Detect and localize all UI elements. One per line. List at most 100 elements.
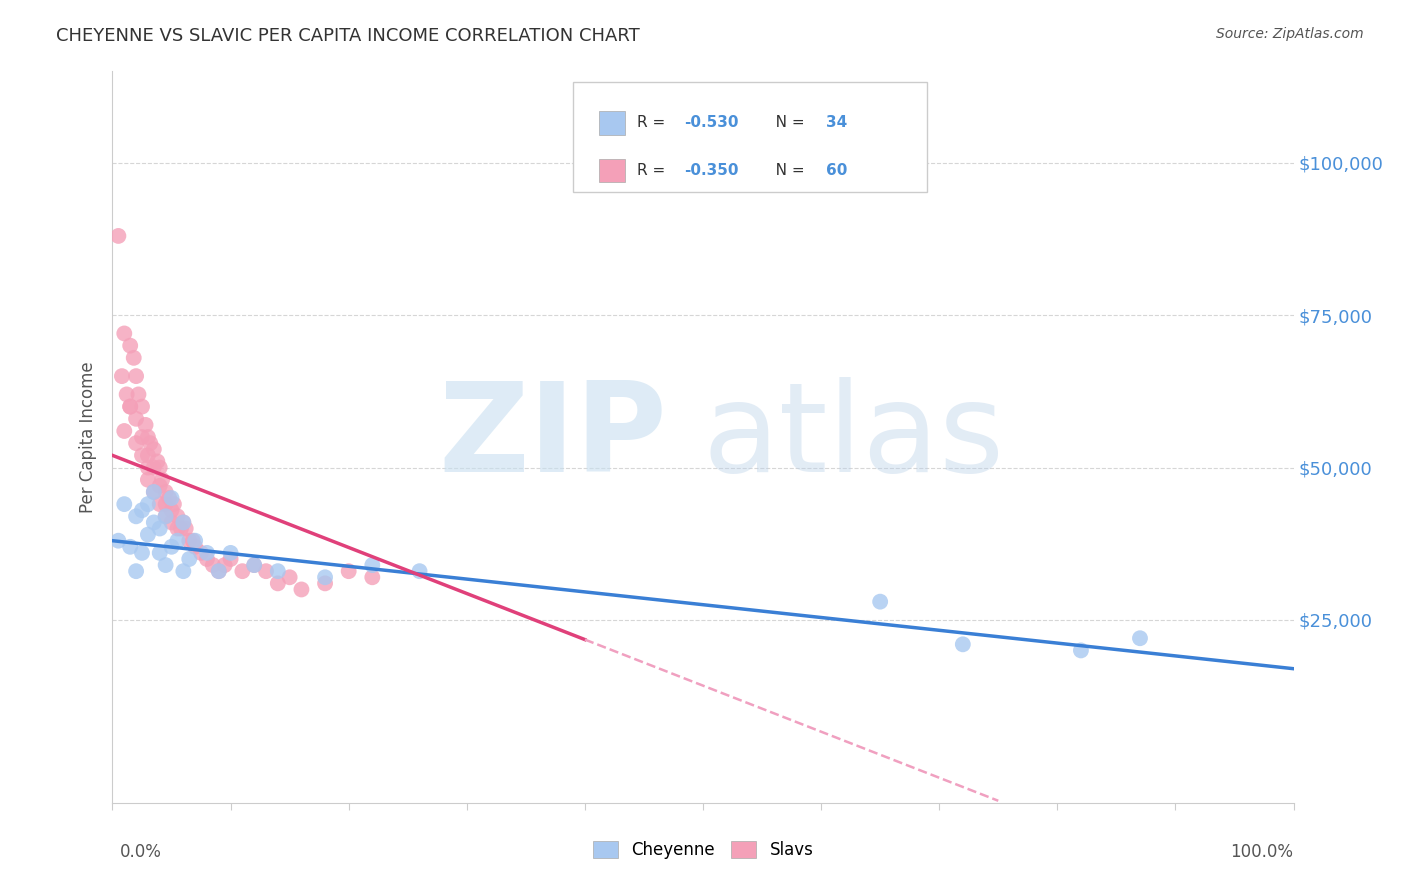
Point <box>136 430 159 444</box>
Point <box>195 546 218 560</box>
Point <box>131 400 153 414</box>
Point <box>1070 643 1092 657</box>
Point <box>155 558 177 573</box>
Point <box>127 387 149 401</box>
Point <box>166 509 188 524</box>
Point <box>155 497 177 511</box>
Text: N =: N = <box>761 115 810 130</box>
Point <box>172 564 194 578</box>
Point <box>136 527 159 541</box>
Point <box>139 436 162 450</box>
Text: -0.530: -0.530 <box>685 115 738 130</box>
Point <box>219 552 242 566</box>
Point <box>149 521 172 535</box>
Point <box>208 564 231 578</box>
Point <box>136 460 159 475</box>
Point <box>112 326 135 341</box>
Point <box>111 369 134 384</box>
Point <box>408 564 430 578</box>
Point <box>107 228 129 243</box>
Point <box>208 564 231 578</box>
Point <box>201 558 224 573</box>
Point <box>174 521 197 535</box>
Point <box>290 582 312 597</box>
Point <box>125 509 148 524</box>
Point <box>125 412 148 426</box>
Point <box>166 521 188 535</box>
Point <box>150 473 173 487</box>
Point <box>160 491 183 505</box>
Point <box>195 552 218 566</box>
Point <box>219 546 242 560</box>
Point <box>125 436 148 450</box>
Point <box>160 516 183 530</box>
Point <box>107 533 129 548</box>
Point <box>184 540 207 554</box>
FancyBboxPatch shape <box>574 82 928 192</box>
Point <box>149 460 172 475</box>
Point <box>243 558 266 573</box>
Point <box>155 509 177 524</box>
Point <box>125 369 148 384</box>
Point <box>136 497 159 511</box>
Point <box>231 564 253 578</box>
Point <box>146 454 169 468</box>
Point <box>155 485 177 500</box>
Point <box>361 558 384 573</box>
Text: 34: 34 <box>825 115 846 130</box>
Point <box>172 516 194 530</box>
Point <box>314 570 336 584</box>
Point <box>131 546 153 560</box>
Point <box>170 521 193 535</box>
Point <box>149 497 172 511</box>
Text: Source: ZipAtlas.com: Source: ZipAtlas.com <box>1216 27 1364 41</box>
Point <box>120 338 142 352</box>
Point <box>120 400 142 414</box>
Point <box>952 637 974 651</box>
Point <box>131 503 153 517</box>
Point <box>278 570 301 584</box>
Point <box>136 473 159 487</box>
Point <box>125 564 148 578</box>
Point <box>142 485 165 500</box>
Point <box>179 533 201 548</box>
Text: 100.0%: 100.0% <box>1230 843 1294 861</box>
Text: ZIP: ZIP <box>439 376 668 498</box>
Text: 60: 60 <box>825 163 848 178</box>
Y-axis label: Per Capita Income: Per Capita Income <box>79 361 97 513</box>
Point <box>142 516 165 530</box>
Bar <box>599 159 626 182</box>
Point <box>157 491 180 505</box>
Point <box>142 460 165 475</box>
Point <box>314 576 336 591</box>
Point <box>184 533 207 548</box>
Point <box>166 533 188 548</box>
Point <box>361 570 384 584</box>
Text: R =: R = <box>637 115 671 130</box>
Point <box>142 485 165 500</box>
Point <box>179 552 201 566</box>
Point <box>172 516 194 530</box>
Point <box>120 400 142 414</box>
Bar <box>599 111 626 135</box>
Text: atlas: atlas <box>703 376 1005 498</box>
Point <box>120 540 142 554</box>
Point <box>243 558 266 573</box>
Point <box>190 546 212 560</box>
Point <box>136 448 159 462</box>
Text: R =: R = <box>637 163 671 178</box>
Point <box>112 497 135 511</box>
Point <box>160 503 183 517</box>
Text: 0.0%: 0.0% <box>120 843 162 861</box>
Point <box>112 424 135 438</box>
Point <box>131 430 153 444</box>
Point <box>267 576 290 591</box>
Point <box>135 417 157 432</box>
Text: CHEYENNE VS SLAVIC PER CAPITA INCOME CORRELATION CHART: CHEYENNE VS SLAVIC PER CAPITA INCOME COR… <box>56 27 640 45</box>
Point <box>131 448 153 462</box>
Point <box>160 540 183 554</box>
Point <box>869 594 891 608</box>
Point <box>155 509 177 524</box>
Point <box>163 497 186 511</box>
Legend: Cheyenne, Slavs: Cheyenne, Slavs <box>585 833 821 868</box>
